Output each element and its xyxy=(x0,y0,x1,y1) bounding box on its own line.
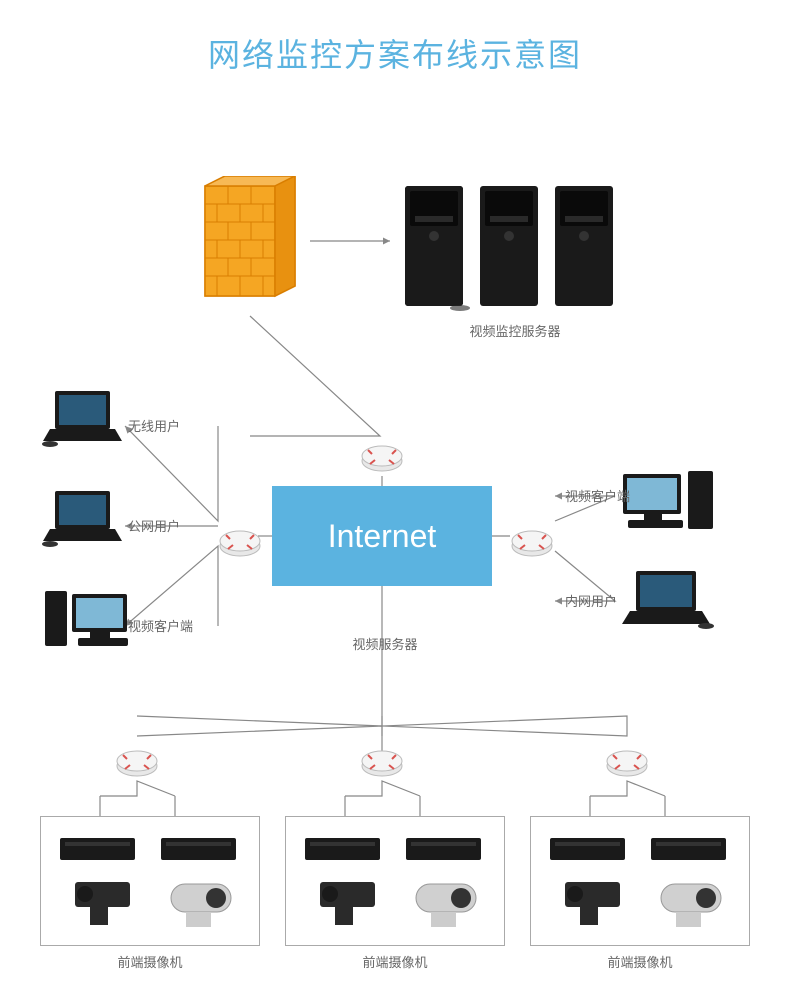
intranet-user-laptop-icon xyxy=(618,566,718,641)
firewall-icon xyxy=(185,176,315,321)
router-right-icon xyxy=(510,521,555,566)
camera-box-2: 前端摄像机 xyxy=(285,816,505,971)
router-cam3-icon xyxy=(605,741,650,786)
intranet-user-label: 内网用户 xyxy=(565,591,617,610)
public-user-label: 公网用户 xyxy=(128,516,180,535)
camera3-label: 前端摄像机 xyxy=(530,952,750,971)
router-cam1-icon xyxy=(115,741,160,786)
wireless-user-label: 无线用户 xyxy=(128,416,180,435)
router-cam2-icon xyxy=(360,741,405,786)
camera1-label: 前端摄像机 xyxy=(40,952,260,971)
router-top-icon xyxy=(360,436,405,481)
video-client-left-desktop-icon xyxy=(40,586,135,666)
wireless-user-laptop-icon xyxy=(40,386,125,461)
internet-node: Internet xyxy=(272,486,492,586)
video-client-right-desktop-icon xyxy=(618,466,723,551)
video-client-right-label: 视频客户端 xyxy=(565,486,630,505)
network-diagram: 视频监控服务器 Internet 无线用户 公网用户 视频客户端 视频客户端 内… xyxy=(0,76,790,996)
camera-box-1: 前端摄像机 xyxy=(40,816,260,971)
camera-box-3: 前端摄像机 xyxy=(530,816,750,971)
video-server-label: 视频服务器 xyxy=(340,634,430,653)
video-client-left-label: 视频客户端 xyxy=(128,616,193,635)
server-cluster-icon: 视频监控服务器 xyxy=(400,176,630,340)
public-user-laptop-icon xyxy=(40,486,125,561)
diagram-title: 网络监控方案布线示意图 xyxy=(0,0,790,76)
router-left-icon xyxy=(218,521,263,566)
camera2-label: 前端摄像机 xyxy=(285,952,505,971)
